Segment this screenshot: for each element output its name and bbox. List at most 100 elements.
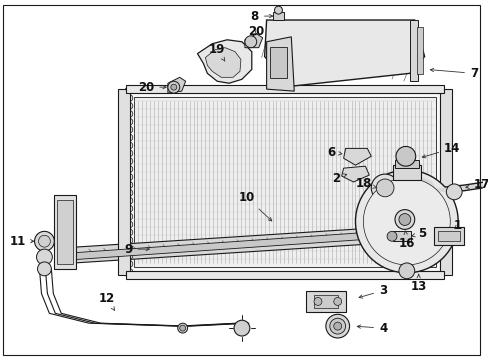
Text: 8: 8	[250, 10, 272, 23]
Circle shape	[125, 237, 133, 244]
Text: 18: 18	[354, 177, 376, 190]
Polygon shape	[264, 20, 424, 86]
Circle shape	[325, 314, 349, 338]
Circle shape	[333, 322, 341, 330]
Bar	[392, 165, 420, 180]
Circle shape	[125, 103, 133, 109]
Circle shape	[313, 297, 321, 305]
Bar	[434, 228, 463, 245]
Circle shape	[125, 229, 133, 236]
Circle shape	[39, 235, 50, 247]
Circle shape	[375, 179, 393, 197]
Bar	[394, 160, 418, 168]
Circle shape	[333, 297, 341, 305]
Text: 10: 10	[238, 191, 271, 221]
Polygon shape	[343, 148, 370, 165]
Text: 15: 15	[0, 359, 1, 360]
Text: 16: 16	[0, 359, 1, 360]
Circle shape	[125, 253, 133, 260]
Circle shape	[125, 221, 133, 228]
Bar	[118, 89, 130, 275]
Circle shape	[395, 147, 415, 166]
Bar	[438, 231, 459, 241]
Circle shape	[125, 95, 133, 102]
Circle shape	[234, 320, 249, 336]
Text: 4: 4	[356, 321, 386, 334]
Circle shape	[125, 150, 133, 157]
Bar	[440, 89, 451, 275]
Text: 5: 5	[411, 227, 426, 240]
Text: 16: 16	[398, 231, 414, 250]
Text: 6: 6	[327, 146, 341, 159]
Circle shape	[125, 197, 133, 204]
Bar	[305, 291, 345, 312]
Circle shape	[125, 126, 133, 133]
Bar	[126, 271, 444, 279]
Circle shape	[125, 205, 133, 212]
Circle shape	[125, 213, 133, 220]
Circle shape	[244, 36, 256, 48]
Circle shape	[398, 213, 410, 225]
Text: 13: 13	[410, 274, 426, 293]
Text: 11: 11	[10, 235, 34, 248]
Text: 12: 12	[98, 292, 115, 310]
Circle shape	[180, 325, 185, 331]
Circle shape	[370, 174, 398, 202]
Circle shape	[386, 231, 396, 241]
Text: 1: 1	[453, 219, 461, 232]
Bar	[134, 97, 436, 267]
Bar	[54, 195, 76, 269]
Circle shape	[329, 318, 345, 334]
Polygon shape	[205, 48, 241, 77]
Circle shape	[446, 184, 461, 200]
Text: 3: 3	[358, 284, 386, 298]
Bar	[57, 200, 73, 264]
Bar	[416, 27, 422, 75]
Circle shape	[394, 210, 414, 229]
Circle shape	[125, 268, 133, 275]
Polygon shape	[244, 34, 262, 48]
Circle shape	[37, 249, 52, 265]
Circle shape	[125, 166, 133, 172]
Circle shape	[125, 111, 133, 117]
Text: 14: 14	[421, 142, 460, 158]
Circle shape	[363, 178, 449, 265]
Text: 17: 17	[465, 179, 488, 192]
Circle shape	[170, 84, 176, 90]
Polygon shape	[59, 224, 444, 264]
Text: 20: 20	[248, 26, 264, 39]
Polygon shape	[266, 37, 294, 91]
Bar	[126, 89, 444, 275]
Circle shape	[355, 170, 457, 273]
Polygon shape	[341, 166, 368, 182]
Circle shape	[125, 134, 133, 141]
Bar	[392, 231, 410, 241]
Bar	[269, 47, 287, 78]
Circle shape	[125, 118, 133, 125]
Circle shape	[125, 261, 133, 267]
Text: 20: 20	[138, 81, 166, 94]
Circle shape	[167, 81, 180, 93]
Bar	[272, 12, 284, 20]
Circle shape	[125, 189, 133, 196]
Circle shape	[125, 142, 133, 149]
Circle shape	[125, 174, 133, 180]
Circle shape	[125, 158, 133, 165]
Circle shape	[125, 181, 133, 188]
Circle shape	[274, 6, 282, 14]
Polygon shape	[197, 40, 251, 83]
Text: 19: 19	[209, 43, 225, 61]
Bar	[126, 85, 444, 93]
Bar	[313, 294, 337, 309]
Bar	[409, 20, 417, 81]
Text: 7: 7	[429, 67, 477, 80]
Text: 2: 2	[331, 171, 346, 185]
Circle shape	[177, 323, 187, 333]
Circle shape	[125, 245, 133, 252]
Circle shape	[398, 263, 414, 279]
Circle shape	[38, 262, 51, 276]
Text: 9: 9	[124, 243, 149, 256]
Circle shape	[35, 231, 54, 251]
Polygon shape	[167, 77, 185, 93]
Polygon shape	[69, 228, 424, 260]
